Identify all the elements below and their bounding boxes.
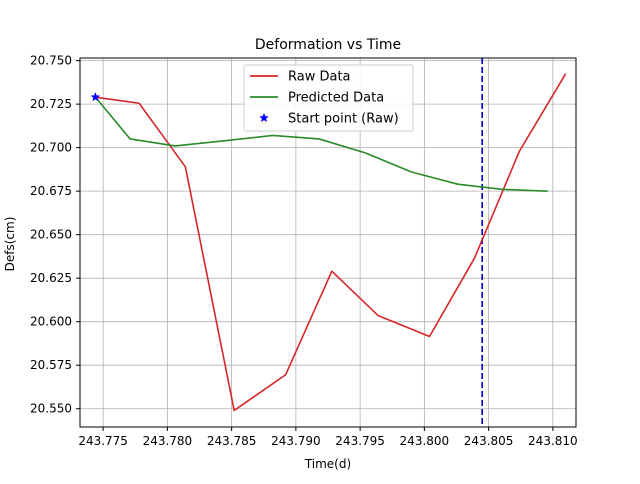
- legend-label: Start point (Raw): [288, 112, 399, 127]
- y-tick-label: 20.550: [30, 402, 72, 416]
- x-axis-label: Time(d): [304, 457, 351, 471]
- y-tick-label: 20.700: [30, 141, 72, 155]
- legend: Raw Data Predicted Data Start point (Raw): [243, 64, 414, 132]
- y-axis-label: Defs(cm): [3, 217, 17, 272]
- y-tick-label: 20.725: [30, 97, 72, 111]
- y-tick-label: 20.750: [30, 54, 72, 68]
- legend-swatch-star: [259, 112, 269, 123]
- x-tick-label: 243.775: [78, 434, 128, 448]
- axes: 243.775 243.780 243.785 243.790 243.795 243.8…: [30, 54, 578, 448]
- legend-box: [243, 64, 414, 132]
- x-tick-label: 243.785: [207, 434, 257, 448]
- y-tick-label: 20.650: [30, 228, 72, 242]
- grid: [80, 58, 576, 427]
- plot-frame: [79, 57, 577, 428]
- y-tick-label: 20.625: [30, 271, 72, 285]
- chart-title: Deformation vs Time: [255, 37, 401, 53]
- y-tick-label: 20.675: [30, 184, 72, 198]
- start-point-marker: [90, 91, 101, 102]
- series-lines: [90, 58, 567, 427]
- x-tick-label: 243.800: [400, 434, 450, 448]
- y-tick-label: 20.575: [30, 358, 72, 372]
- x-tick-label: 243.780: [143, 434, 193, 448]
- x-tick-label: 243.795: [335, 434, 385, 448]
- legend-label: Raw Data: [288, 70, 351, 85]
- y-tick-label: 20.600: [30, 315, 72, 329]
- x-tick-label: 243.790: [271, 434, 321, 448]
- series-line-predicted-data: [94, 96, 548, 192]
- x-tick-label: 243.810: [528, 434, 578, 448]
- legend-label: Predicted Data: [288, 91, 384, 106]
- x-tick-label: 243.805: [464, 434, 514, 448]
